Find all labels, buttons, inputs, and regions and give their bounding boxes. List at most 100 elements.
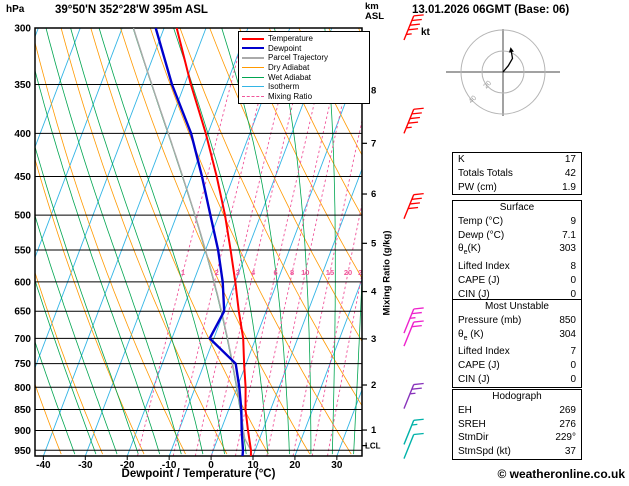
table-row: CIN (J) 0	[453, 288, 581, 302]
row-value: 7.1	[562, 229, 576, 241]
legend-item: Temperature	[242, 34, 366, 44]
row-label: CAPE (J)	[458, 360, 500, 372]
mixing-ratio-value-label: 1	[181, 268, 185, 277]
legend-item: Dewpoint	[242, 44, 366, 54]
km-tick-label: 6	[371, 189, 376, 200]
pressure-tick-label: 550	[14, 246, 31, 257]
legend-label: Dry Adiabat	[268, 63, 310, 73]
table-row: θe (K) 304	[453, 328, 581, 346]
row-label: Pressure (mb)	[458, 314, 522, 326]
row-value: 269	[559, 404, 576, 416]
row-value: 303	[559, 243, 576, 255]
table-row: K 17	[453, 153, 581, 167]
indices-table: K 17 Totals Totals 42 PW (cm) 1.9	[452, 152, 582, 196]
legend-item: Parcel Trajectory	[242, 53, 366, 63]
mixing-ratio-value-label: 4	[251, 268, 256, 277]
hodograph-ring	[481, 50, 525, 94]
row-value: 42	[564, 167, 576, 179]
table-row: StmDir 229°	[453, 431, 581, 445]
altitude-axis-unit: km ASL	[365, 2, 384, 22]
km-tick-label: 4	[371, 287, 377, 298]
row-label: θe(K)	[458, 243, 481, 257]
sounding-curves	[132, 28, 253, 456]
pressure-tick-label: 950	[14, 446, 31, 457]
pressure-tick-label: 600	[14, 277, 31, 288]
row-label: StmDir	[458, 432, 489, 444]
hodograph-ring	[460, 29, 546, 115]
row-value: 9	[570, 215, 576, 227]
legend-line-swatch	[242, 86, 264, 88]
hodograph-table: Hodograph EH 269 SREH 276 StmDir 229° StmSpd (k…	[452, 389, 582, 460]
table-title: Most Unstable	[485, 301, 549, 312]
mixing-ratio-value-label: 6	[274, 268, 278, 277]
wind-barb	[403, 14, 424, 41]
temp-tick-label: -40	[36, 460, 51, 471]
row-value: 0	[570, 360, 576, 372]
row-label: Lifted Index	[458, 346, 510, 358]
hodograph-trace	[502, 51, 514, 73]
temp-tick-label: -20	[120, 460, 135, 471]
pressure-tick-label: 500	[14, 211, 31, 222]
row-value: 8	[570, 261, 576, 273]
table-row: PW (cm) 1.9	[453, 181, 581, 195]
row-label: Temp (°C)	[458, 215, 504, 227]
row-label: StmSpd (kt)	[458, 446, 511, 458]
row-label: K	[458, 154, 465, 165]
legend-line-swatch	[242, 95, 264, 97]
legend-item: Isotherm	[242, 82, 366, 92]
temp-tick-label: -30	[78, 460, 93, 471]
pressure-tick-label: 700	[14, 334, 31, 345]
legend: Temperature Dewpoint Parcel Trajectory Dry …	[238, 31, 370, 105]
table-row: Lifted Index 8	[453, 260, 581, 274]
km-tick-label: 2	[371, 380, 376, 391]
pressure-tick-label: 350	[14, 80, 31, 91]
legend-label: Wet Adiabat	[268, 72, 311, 82]
hodograph-unit-label: kt	[421, 27, 430, 38]
table-row: StmSpd (kt) 37	[453, 445, 581, 459]
pressure-tick-label: 400	[14, 129, 31, 140]
legend-line-swatch	[242, 47, 264, 50]
pressure-tick-label: 800	[14, 383, 31, 394]
plot-border	[34, 27, 363, 457]
hodograph-ring-label: 40	[468, 95, 479, 106]
page-title: 39°50'N 352°28'W 395m ASL	[55, 4, 208, 16]
row-label: SREH	[458, 418, 486, 430]
pressure-tick-label: 300	[14, 24, 31, 35]
row-value: 850	[559, 314, 576, 326]
table-row: θe(K) 303	[453, 242, 581, 260]
pressure-tick-label: 850	[14, 405, 31, 416]
row-value: 276	[559, 418, 576, 430]
table-row: CAPE (J) 0	[453, 359, 581, 373]
run-datetime: 13.01.2026 06GMT (Base: 06)	[412, 4, 570, 16]
temp-tick-label: 10	[247, 460, 259, 471]
row-value: 37	[564, 446, 576, 458]
pressure-axis-unit: hPa	[6, 4, 25, 15]
pressure-tick-label: 450	[14, 172, 31, 183]
table-row: SREH 276	[453, 418, 581, 432]
table-title: Surface	[499, 202, 535, 213]
row-label: Totals Totals	[458, 167, 513, 179]
hodograph-ring-label: 20	[483, 80, 494, 91]
temperature-curve	[175, 28, 253, 456]
temp-tick-label: 0	[208, 460, 214, 471]
km-tick-label: 7	[371, 138, 376, 149]
table-row: EH 269	[453, 404, 581, 418]
pressure-tick-label: 650	[14, 307, 31, 318]
temp-tick-label: -10	[162, 460, 177, 471]
row-label: CAPE (J)	[458, 274, 500, 286]
mixing-ratio-value-label: 3	[236, 268, 240, 277]
legend-label: Isotherm	[268, 82, 300, 92]
legend-label: Parcel Trajectory	[268, 53, 329, 63]
legend-label: Mixing Ratio	[268, 91, 313, 101]
row-label: EH	[458, 404, 472, 416]
mixing-ratio-value-label: 10	[301, 268, 309, 277]
wind-barb	[403, 382, 424, 409]
pressure-tick-label: 750	[14, 359, 31, 370]
copyright: © weatheronline.co.uk	[497, 467, 625, 481]
surface-table: Surface Temp (°C) 9 Dewp (°C) 7.1 θe(K) 303 Lif…	[452, 200, 582, 303]
legend-label: Dewpoint	[268, 43, 302, 53]
mixing-ratio-value-label: 20	[344, 268, 352, 277]
table-title: Hodograph	[492, 391, 542, 402]
